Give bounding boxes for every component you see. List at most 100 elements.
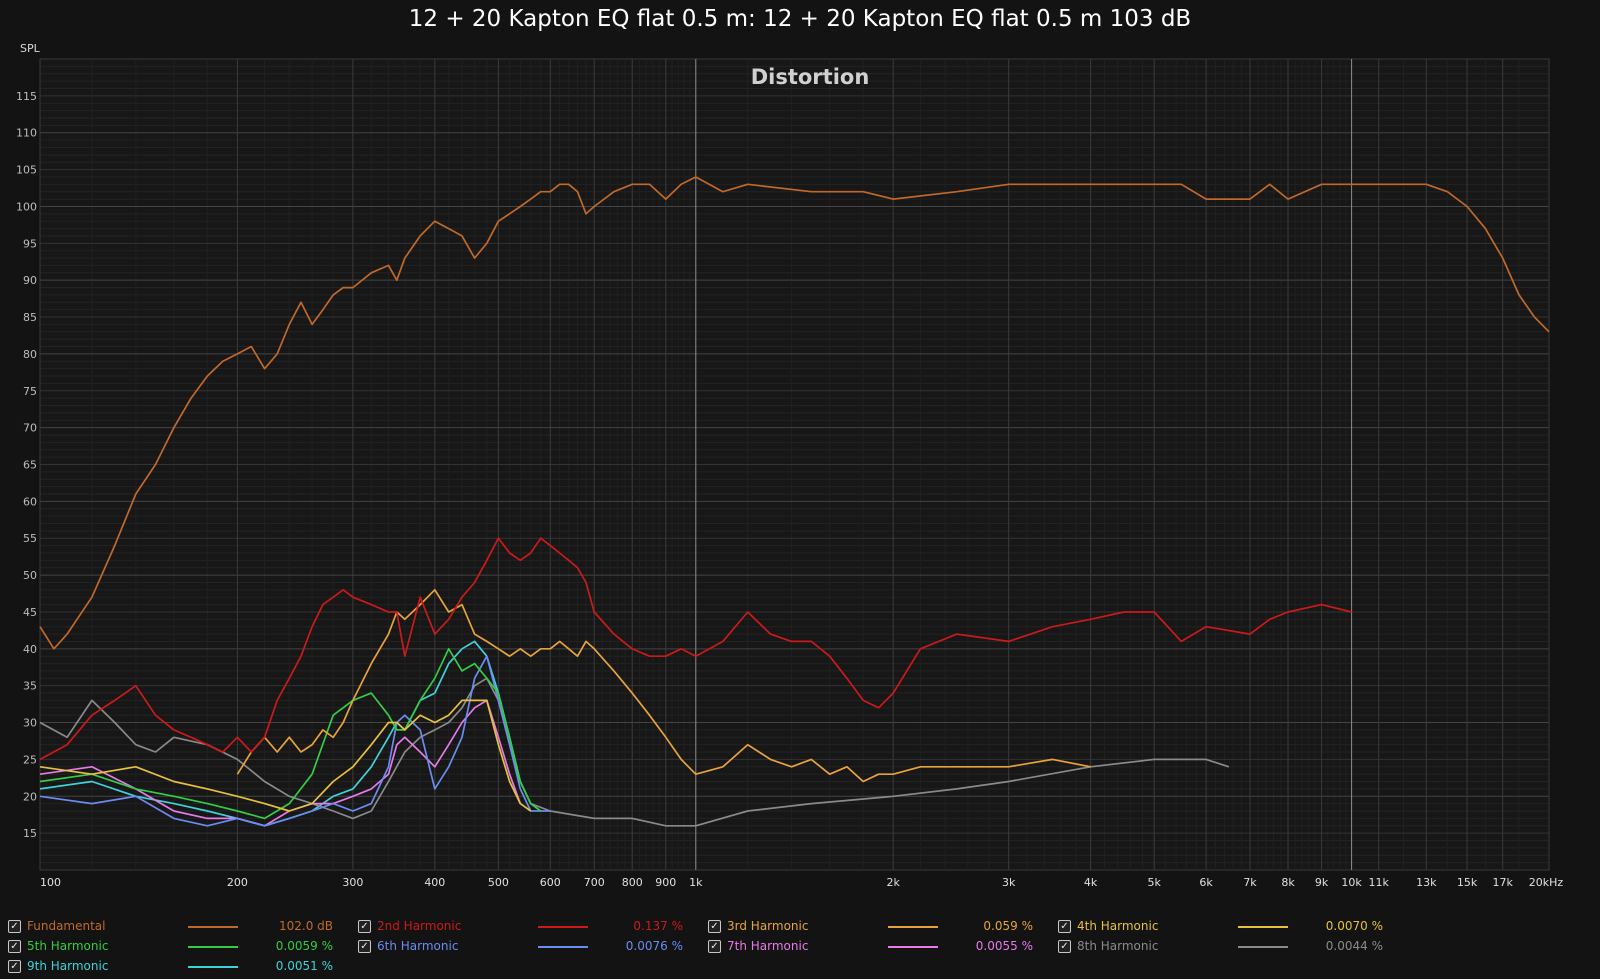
- legend-series-name: 8th Harmonic: [1077, 939, 1159, 953]
- legend-item-3rd-harmonic[interactable]: ✓ 3rd Harmonic 0.059 %: [708, 919, 1048, 939]
- legend-series-name: 3rd Harmonic: [727, 919, 809, 933]
- x-tick-label: 20kHz: [1529, 876, 1564, 889]
- legend-series-value: 0.0044 %: [1325, 939, 1383, 953]
- x-tick-label: 800: [622, 876, 643, 889]
- legend: ✓ Fundamental 102.0 dB ✓ 2nd Harmonic 0.137 %…: [0, 912, 1600, 977]
- chart-window-title: 12 + 20 Kapton EQ flat 0.5 m: 12 + 20 Ka…: [408, 6, 1192, 32]
- chart-series: [39, 176, 1550, 827]
- x-tick-label: 400: [424, 876, 445, 889]
- legend-checkbox[interactable]: ✓: [708, 940, 721, 953]
- y-tick-label: 20: [23, 790, 37, 803]
- y-tick-label: 50: [23, 569, 37, 582]
- legend-checkbox[interactable]: ✓: [8, 960, 21, 973]
- x-tick-label: 10k: [1341, 876, 1362, 889]
- legend-checkbox[interactable]: ✓: [8, 920, 21, 933]
- x-tick-label: 5k: [1147, 876, 1161, 889]
- y-tick-label: 40: [23, 643, 37, 656]
- legend-series-name: Fundamental: [27, 919, 106, 933]
- legend-item-7th-harmonic[interactable]: ✓ 7th Harmonic 0.0055 %: [708, 939, 1048, 959]
- 9th-harmonic-line: [39, 640, 542, 827]
- fundamental-line: [39, 176, 1550, 650]
- legend-series-name: 2nd Harmonic: [377, 919, 462, 933]
- y-tick-label: 100: [16, 200, 37, 213]
- x-tick-label: 3k: [1002, 876, 1016, 889]
- x-axis-ticks: 100 200 300 400 500 600 700 800 900 1k 2k 3k 4k 5k 6k 7…: [40, 876, 1563, 889]
- x-tick-label: 2k: [887, 876, 901, 889]
- y-tick-label: 35: [23, 680, 37, 693]
- x-tick-label: 900: [655, 876, 676, 889]
- x-tick-label: 1k: [689, 876, 703, 889]
- legend-series-value: 0.0051 %: [275, 959, 333, 973]
- legend-line-swatch: [188, 926, 238, 928]
- legend-line-swatch: [888, 926, 938, 928]
- legend-series-value: 0.137 %: [633, 919, 683, 933]
- legend-series-name: 9th Harmonic: [27, 959, 109, 973]
- legend-series-value: 0.059 %: [983, 919, 1033, 933]
- legend-line-swatch: [1238, 946, 1288, 948]
- legend-series-value: 0.0059 %: [275, 939, 333, 953]
- y-tick-label: 110: [16, 127, 37, 140]
- legend-item-8th-harmonic[interactable]: ✓ 8th Harmonic 0.0044 %: [1058, 939, 1398, 959]
- 7th-harmonic-line: [39, 699, 522, 827]
- y-tick-label: 90: [23, 274, 37, 287]
- legend-series-value: 102.0 dB: [278, 919, 333, 933]
- legend-series-value: 0.0070 %: [1325, 919, 1383, 933]
- legend-checkbox[interactable]: ✓: [708, 920, 721, 933]
- x-tick-label: 600: [540, 876, 561, 889]
- legend-series-name: 7th Harmonic: [727, 939, 809, 953]
- legend-item-6th-harmonic[interactable]: ✓ 6th Harmonic 0.0076 %: [358, 939, 698, 959]
- x-tick-label: 200: [227, 876, 248, 889]
- y-axis-ticks: 15 20 25 30 35 40 45 50 55 60 65 70 75 80 85 90 95 100 105…: [16, 90, 37, 840]
- y-tick-label: 25: [23, 753, 37, 766]
- 2nd-harmonic-line: [39, 537, 1352, 761]
- legend-checkbox[interactable]: ✓: [1058, 920, 1071, 933]
- y-tick-label: 55: [23, 532, 37, 545]
- x-tick-label: 7k: [1243, 876, 1257, 889]
- 8th-harmonic-line: [39, 677, 1230, 827]
- legend-checkbox[interactable]: ✓: [8, 940, 21, 953]
- x-tick-label: 6k: [1199, 876, 1213, 889]
- x-tick-label: 8k: [1281, 876, 1295, 889]
- legend-item-2nd-harmonic[interactable]: ✓ 2nd Harmonic 0.137 %: [358, 919, 698, 939]
- x-tick-label: 100: [40, 876, 61, 889]
- legend-series-value: 0.0055 %: [975, 939, 1033, 953]
- y-tick-label: 70: [23, 422, 37, 435]
- legend-item-5th-harmonic[interactable]: ✓ 5th Harmonic 0.0059 %: [8, 939, 348, 959]
- legend-item-9th-harmonic[interactable]: ✓ 9th Harmonic 0.0051 %: [8, 959, 348, 979]
- y-tick-label: 80: [23, 348, 37, 361]
- chart-title: Distortion: [751, 65, 870, 89]
- 6th-harmonic-line: [39, 655, 551, 827]
- legend-line-swatch: [888, 946, 938, 948]
- x-tick-label: 300: [342, 876, 363, 889]
- legend-checkbox[interactable]: ✓: [358, 940, 371, 953]
- legend-item-fundamental[interactable]: ✓ Fundamental 102.0 dB: [8, 919, 348, 939]
- x-tick-label: 9k: [1315, 876, 1329, 889]
- y-tick-label: 60: [23, 495, 37, 508]
- x-tick-label: 700: [584, 876, 605, 889]
- x-tick-label: 4k: [1084, 876, 1098, 889]
- legend-series-name: 5th Harmonic: [27, 939, 109, 953]
- legend-series-name: 4th Harmonic: [1077, 919, 1159, 933]
- 4th-harmonic-line: [39, 699, 532, 812]
- chart-grid: [39, 58, 1550, 871]
- x-tick-label: 500: [488, 876, 509, 889]
- x-tick-label: 17k: [1493, 876, 1514, 889]
- legend-checkbox[interactable]: ✓: [358, 920, 371, 933]
- legend-series-name: 6th Harmonic: [377, 939, 459, 953]
- 3rd-harmonic-line: [236, 588, 1091, 783]
- y-tick-label: 115: [16, 90, 37, 103]
- x-tick-label: 15k: [1457, 876, 1478, 889]
- x-tick-label: 11k: [1369, 876, 1390, 889]
- legend-series-value: 0.0076 %: [625, 939, 683, 953]
- legend-line-swatch: [538, 926, 588, 928]
- legend-item-4th-harmonic[interactable]: ✓ 4th Harmonic 0.0070 %: [1058, 919, 1398, 939]
- y-tick-label: 30: [23, 717, 37, 730]
- distortion-chart[interactable]: 100 200 300 400 500 600 700 800 900 1k 2k 3k 4k 5k 6k 7…: [0, 0, 1600, 912]
- y-tick-label: 45: [23, 606, 37, 619]
- legend-checkbox[interactable]: ✓: [1058, 940, 1071, 953]
- legend-line-swatch: [538, 946, 588, 948]
- y-tick-label: 85: [23, 311, 37, 324]
- legend-line-swatch: [1238, 926, 1288, 928]
- y-axis-label: SPL: [20, 42, 41, 55]
- legend-line-swatch: [188, 966, 238, 968]
